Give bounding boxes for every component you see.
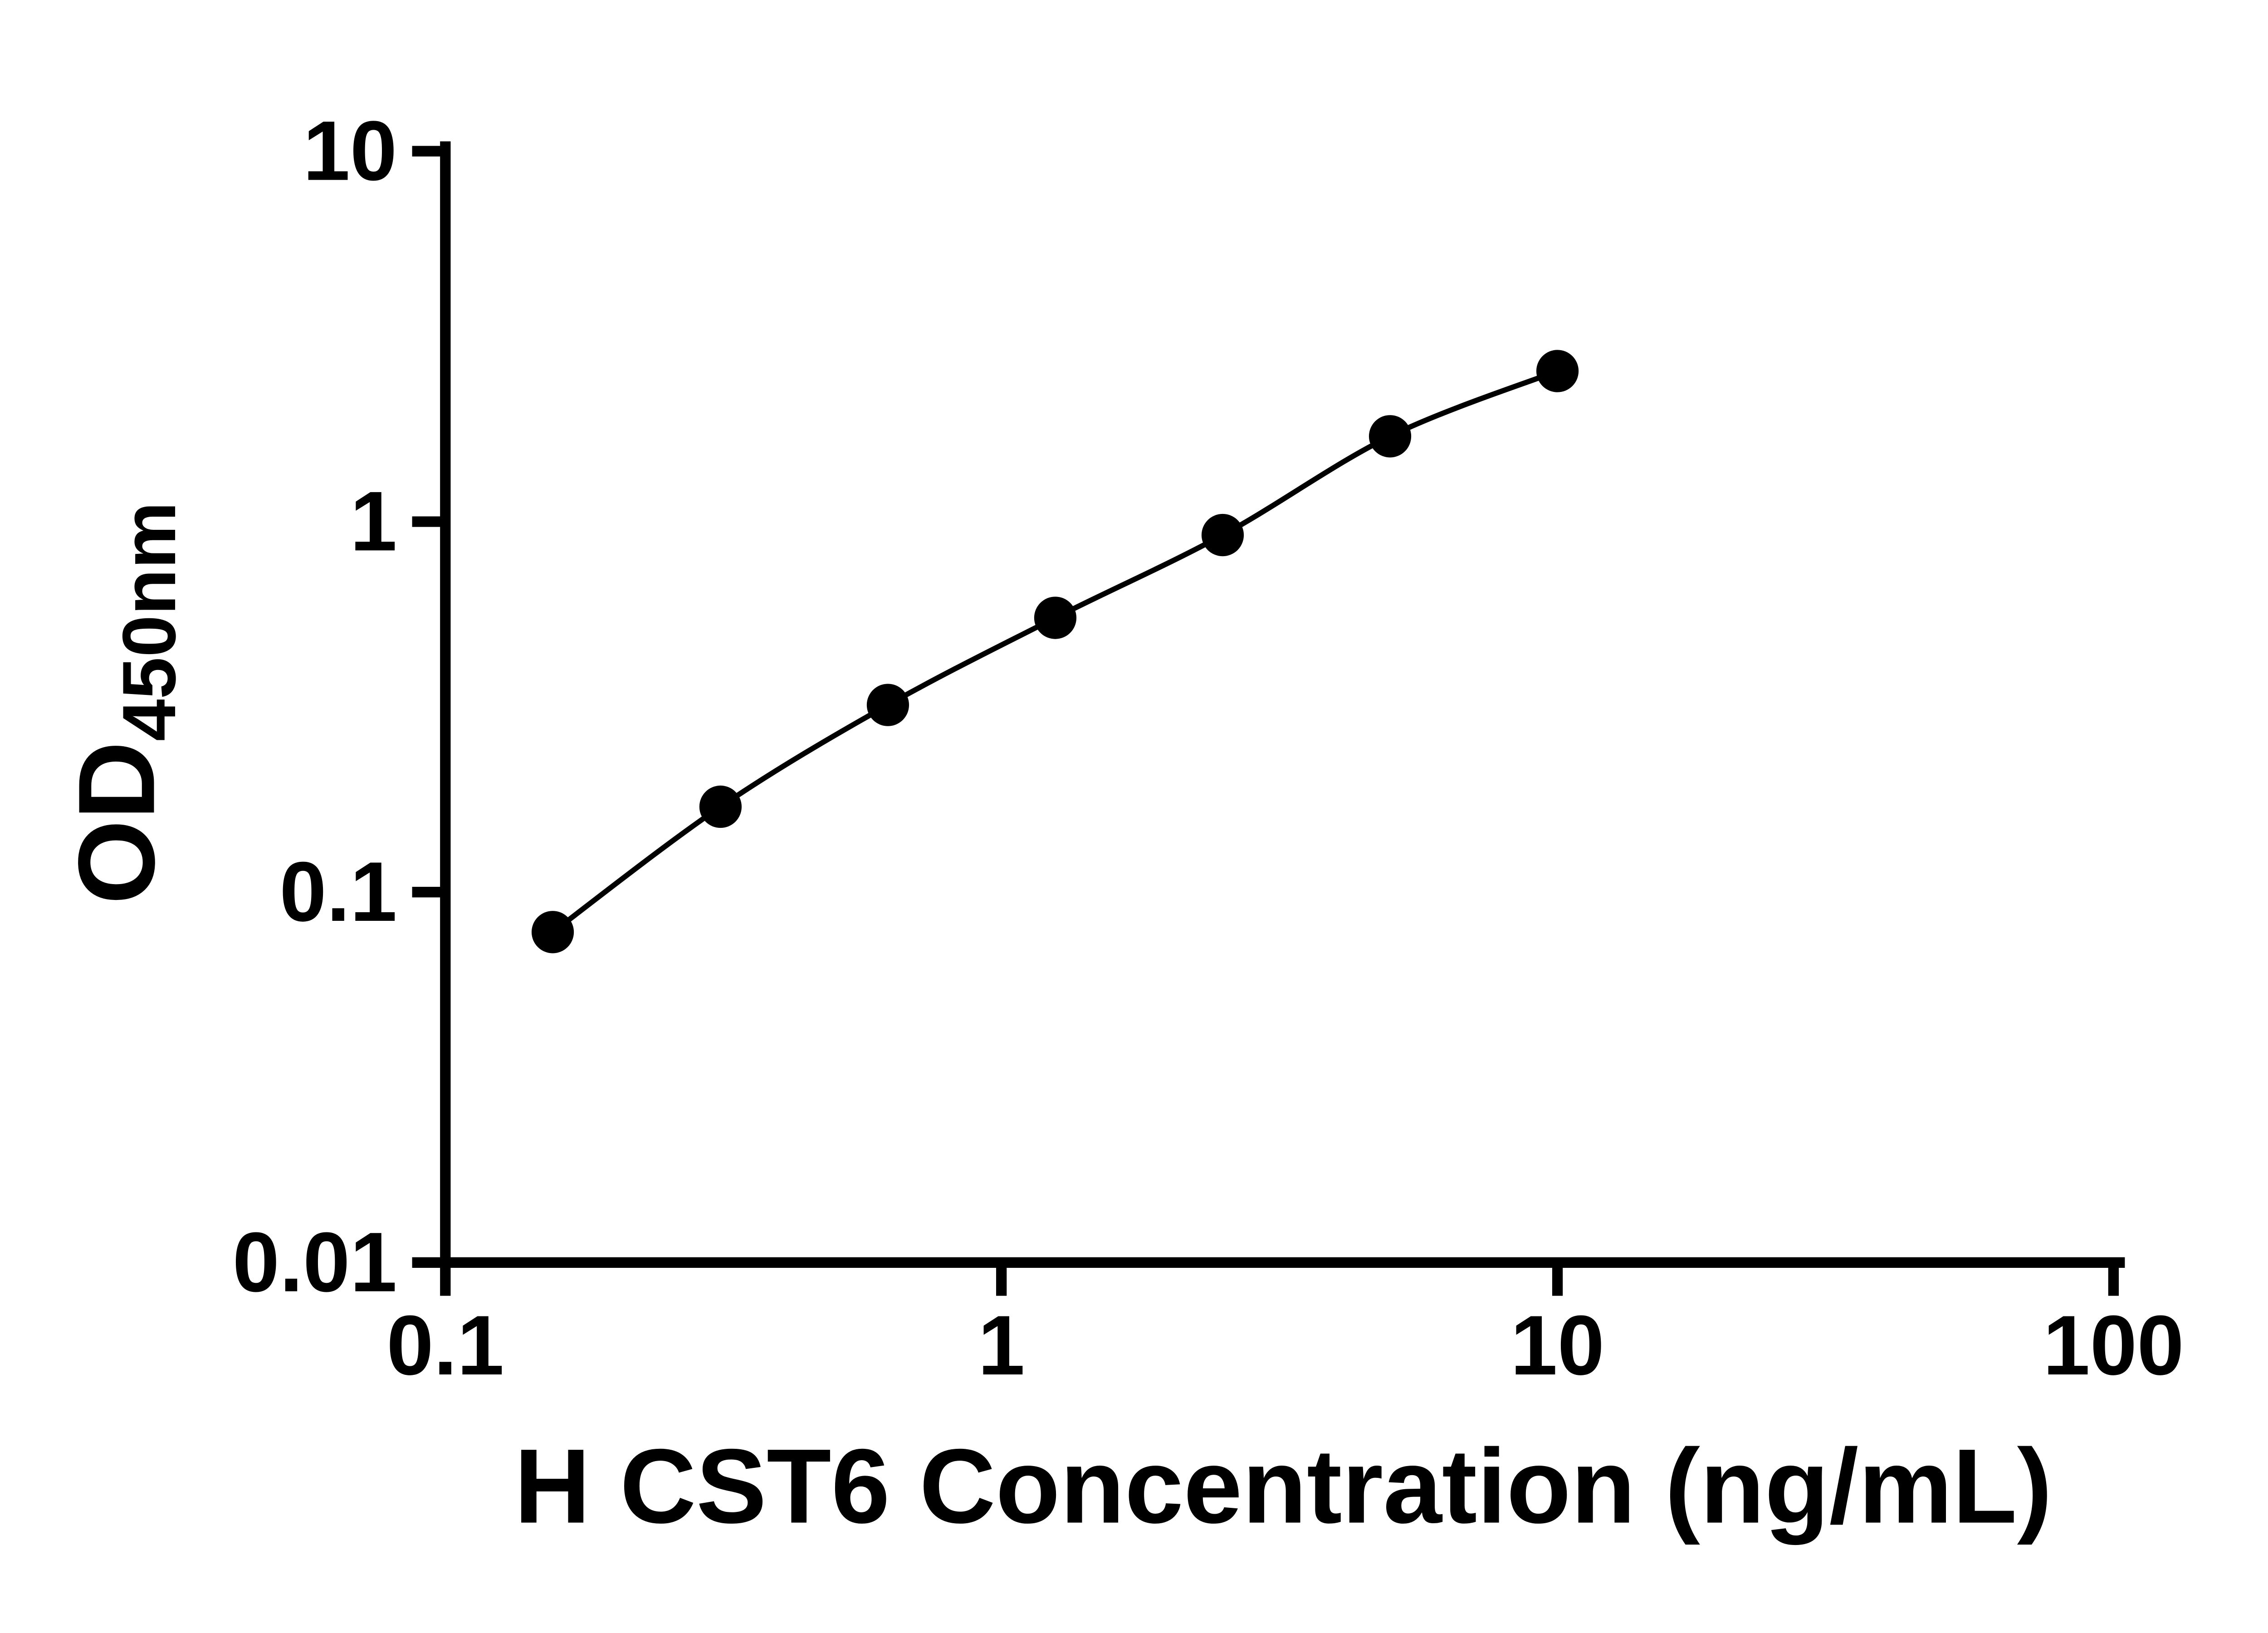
y-tick-label-0.1: 0.1 <box>279 844 397 939</box>
data-point-0 <box>531 911 574 953</box>
standard-curve-line <box>551 368 1559 934</box>
data-point-2 <box>866 684 909 726</box>
x-tick-label-100: 100 <box>2043 1298 2184 1393</box>
y-tick-label-10: 10 <box>303 103 397 198</box>
x-tick-label-10: 10 <box>1510 1298 1604 1393</box>
axis-spine <box>440 141 2125 1268</box>
data-point-4 <box>1201 513 1244 557</box>
y-axis-title-base: OD <box>56 741 177 905</box>
x-tick-label-1: 1 <box>978 1298 1025 1393</box>
x-axis-title: H CST6 Concentration (ng/mL) <box>514 1428 2053 1545</box>
data-point-1 <box>699 785 742 828</box>
x-tick-label-0.1: 0.1 <box>386 1298 504 1393</box>
y-tick-label-0.01: 0.01 <box>233 1215 397 1310</box>
data-point-6 <box>1536 350 1579 392</box>
y-axis-title-subscript: 450nm <box>107 502 191 741</box>
y-axis-title: OD450nm <box>56 502 191 905</box>
y-tick-label-1: 1 <box>350 474 397 568</box>
data-point-3 <box>1034 596 1077 639</box>
data-point-5 <box>1369 415 1412 458</box>
